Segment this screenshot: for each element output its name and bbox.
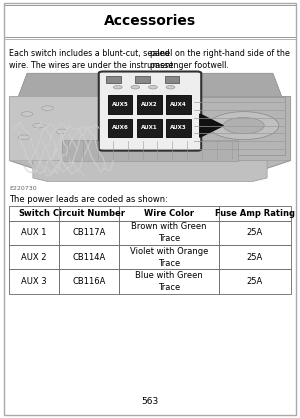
Bar xyxy=(58,245,119,269)
Circle shape xyxy=(42,106,53,110)
Bar xyxy=(119,245,219,269)
Bar xyxy=(165,76,179,83)
Text: Fuse Amp Rating: Fuse Amp Rating xyxy=(215,209,295,218)
Bar xyxy=(58,269,119,294)
Polygon shape xyxy=(179,97,290,161)
Bar xyxy=(166,95,191,114)
FancyBboxPatch shape xyxy=(99,71,201,150)
Bar xyxy=(219,245,290,269)
Circle shape xyxy=(148,85,157,89)
Text: AUX6: AUX6 xyxy=(112,125,128,130)
Bar xyxy=(58,221,119,245)
Polygon shape xyxy=(200,114,223,137)
Text: E220730: E220730 xyxy=(10,186,37,191)
Circle shape xyxy=(166,85,175,89)
Bar xyxy=(137,95,162,114)
Bar xyxy=(107,95,132,114)
Text: 25A: 25A xyxy=(247,228,263,237)
Text: Switch: Switch xyxy=(18,209,50,218)
Bar xyxy=(119,221,219,245)
Text: Accessories: Accessories xyxy=(104,14,196,28)
Text: 25A: 25A xyxy=(247,253,263,262)
Bar xyxy=(119,206,219,221)
Text: AUX5: AUX5 xyxy=(112,102,128,107)
Bar xyxy=(107,119,132,137)
Polygon shape xyxy=(33,161,267,181)
Text: panel on the right-hand side of the
passenger footwell.: panel on the right-hand side of the pass… xyxy=(150,48,290,70)
Text: The power leads are coded as shown:: The power leads are coded as shown: xyxy=(10,195,168,204)
Bar xyxy=(219,206,290,221)
Text: Blue with Green
Trace: Blue with Green Trace xyxy=(135,271,203,292)
Bar xyxy=(10,269,58,294)
Circle shape xyxy=(131,85,140,89)
Text: Brown with Green
Trace: Brown with Green Trace xyxy=(131,222,207,243)
Bar xyxy=(166,119,191,137)
Text: Each switch includes a blunt-cut, sealed
wire. The wires are under the instrumen: Each switch includes a blunt-cut, sealed… xyxy=(10,48,174,70)
Polygon shape xyxy=(18,73,282,97)
Bar xyxy=(10,245,58,269)
Text: AUX1: AUX1 xyxy=(141,125,158,130)
Circle shape xyxy=(18,135,30,140)
Polygon shape xyxy=(10,97,290,178)
Text: CB114A: CB114A xyxy=(72,253,106,262)
Circle shape xyxy=(21,112,33,116)
Polygon shape xyxy=(10,97,127,161)
Bar xyxy=(188,97,285,155)
Text: 563: 563 xyxy=(141,398,159,406)
Bar xyxy=(119,269,219,294)
Circle shape xyxy=(208,112,279,140)
Text: Violet with Orange
Trace: Violet with Orange Trace xyxy=(130,247,208,268)
Text: AUX 3: AUX 3 xyxy=(21,277,47,286)
Circle shape xyxy=(223,117,264,134)
Text: CB117A: CB117A xyxy=(72,228,106,237)
Circle shape xyxy=(56,129,68,134)
Text: CB116A: CB116A xyxy=(72,277,106,286)
Text: AUX2: AUX2 xyxy=(141,102,158,107)
Bar xyxy=(10,221,58,245)
Bar xyxy=(137,119,162,137)
Circle shape xyxy=(113,85,122,89)
Text: AUX 2: AUX 2 xyxy=(21,253,47,262)
Text: AUX3: AUX3 xyxy=(170,125,187,130)
Bar xyxy=(62,140,238,161)
Bar xyxy=(58,206,119,221)
Text: Wire Color: Wire Color xyxy=(144,209,194,218)
Text: Circuit Number: Circuit Number xyxy=(53,209,125,218)
Bar xyxy=(10,206,58,221)
Circle shape xyxy=(33,123,45,128)
Text: 25A: 25A xyxy=(247,277,263,286)
Bar xyxy=(106,76,121,83)
Bar xyxy=(219,221,290,245)
Text: AUX 1: AUX 1 xyxy=(21,228,47,237)
Text: AUX4: AUX4 xyxy=(170,102,187,107)
Bar xyxy=(219,269,290,294)
Bar xyxy=(135,76,150,83)
